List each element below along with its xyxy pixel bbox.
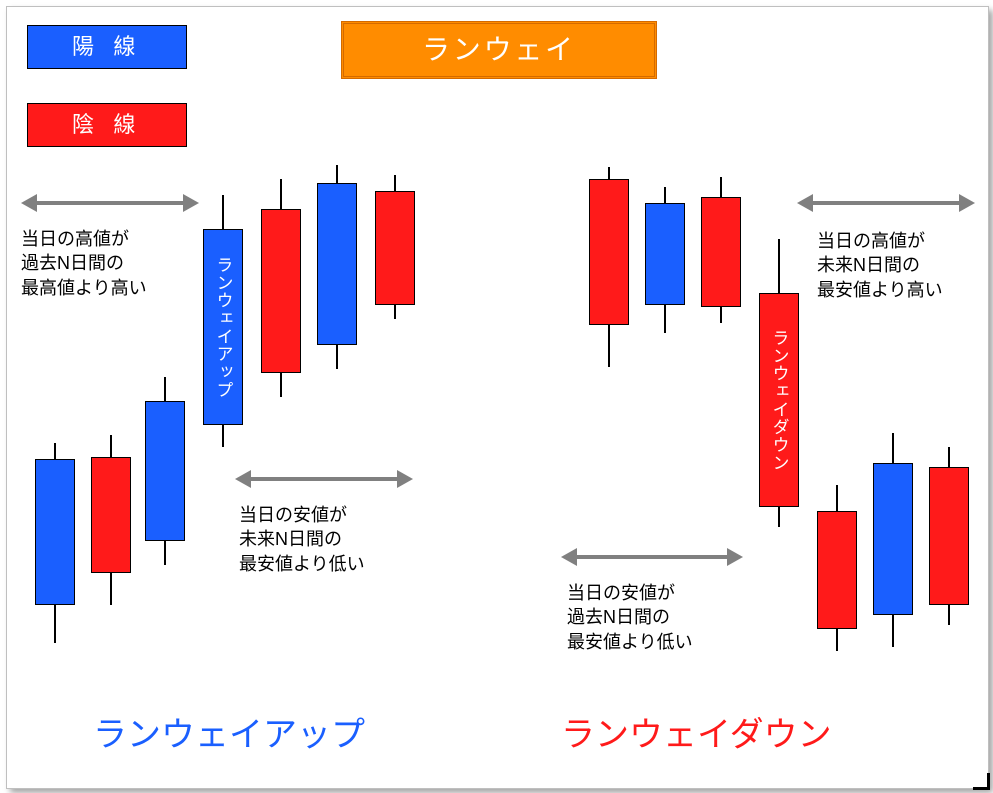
candle-body [35,459,75,605]
candle-body [317,183,357,345]
candle-body [929,467,969,605]
candlestick: ランウェイアップ [203,195,243,447]
candle-body [375,191,415,305]
subtitle-runway-down: ランウェイダウン [561,707,832,756]
candlestick [817,485,857,651]
annotation-text: 当日の高値が 過去N日間の 最高値より高い [21,227,147,300]
corner-mark-icon [973,773,990,790]
annotation-text: 当日の安値が 未来N日間の 最安値より低い [239,503,365,576]
annotation-text: 当日の安値が 過去N日間の 最安値より低い [567,581,693,654]
candlestick [589,167,629,367]
candlestick [701,177,741,323]
legend-bull: 陽 線 [27,25,187,69]
candle-body [589,179,629,325]
candlestick [35,443,75,643]
candle-vertical-label: ランウェイアップ [204,234,242,420]
candle-body [817,511,857,629]
candle-body [701,197,741,307]
candlestick [317,165,357,369]
candlestick: ランウェイダウン [759,239,799,527]
diagram-frame: 陽 線 陰 線 ランウェイ 当日の高値が 過去N日間の 最高値より高い当日の安値… [6,6,989,789]
candlestick [929,447,969,625]
candle-body [261,209,301,373]
candle-body [91,457,131,573]
candlestick [261,179,301,397]
legend-bear: 陰 線 [27,103,187,147]
candlestick [375,175,415,319]
candlestick [91,435,131,605]
candle-body [645,203,685,305]
candlestick [645,187,685,333]
candle-vertical-label: ランウェイダウン [760,298,798,502]
candlestick [145,377,185,565]
diagram-title: ランウェイ [341,21,657,79]
candlestick [873,433,913,647]
candle-body [873,463,913,615]
candle-body: ランウェイダウン [759,293,799,507]
annotation-text: 当日の高値が 未来N日間の 最安値より高い [817,229,943,302]
candle-body: ランウェイアップ [203,229,243,425]
subtitle-runway-up: ランウェイアップ [93,707,365,756]
candle-body [145,401,185,541]
